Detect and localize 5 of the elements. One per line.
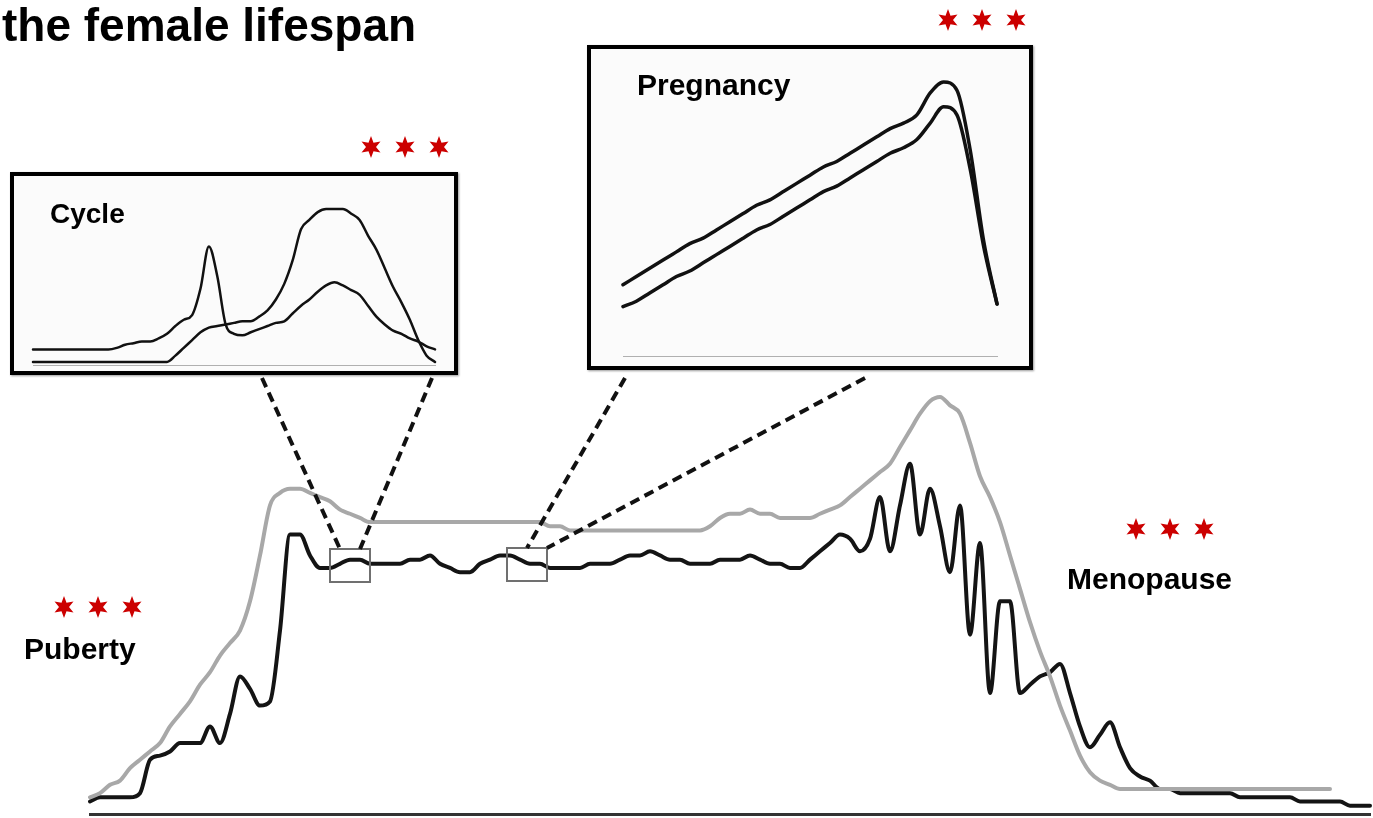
chart-title: Pregnancy [637,68,791,101]
chart-title: Cycle [50,198,125,229]
annotation: Menopause [1067,562,1233,595]
annotation: Puberty [24,632,136,665]
text: the female lifespan [2,0,417,51]
